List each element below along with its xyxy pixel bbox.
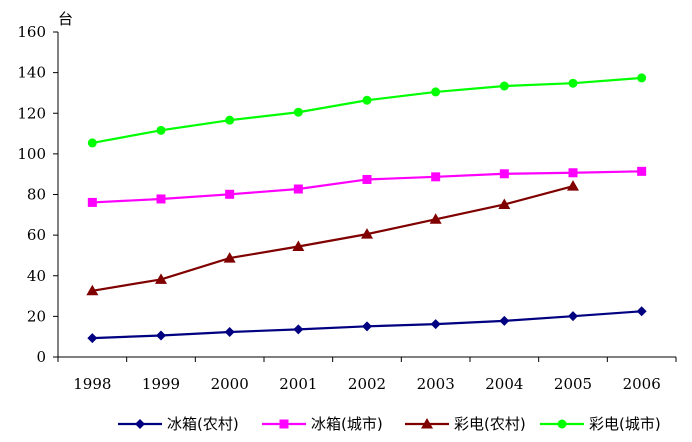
- data-point: [87, 333, 98, 344]
- data-point: [223, 252, 236, 263]
- legend-item: 冰箱(农村): [118, 415, 239, 433]
- data-point: [568, 168, 578, 178]
- data-point: [87, 138, 97, 148]
- legend-label: 冰箱(城市): [311, 415, 383, 433]
- y-tick-label: 40: [27, 267, 46, 285]
- data-point: [224, 327, 235, 338]
- x-tick-label: 2003: [417, 375, 455, 393]
- legend-marker: [557, 419, 567, 429]
- series-4: [87, 73, 647, 148]
- legend-marker: [421, 418, 433, 429]
- data-point: [362, 95, 372, 105]
- data-point: [156, 125, 166, 135]
- legend-item: 冰箱(城市): [262, 415, 383, 433]
- y-tick-label: 120: [17, 104, 46, 122]
- legend-label: 冰箱(农村): [167, 415, 239, 433]
- x-tick-label: 2004: [485, 375, 523, 393]
- data-point: [362, 174, 372, 184]
- data-point: [225, 115, 235, 125]
- legend: 冰箱(农村) 冰箱(城市) 彩电(农村) 彩电(城市): [118, 415, 661, 433]
- data-point: [637, 166, 647, 176]
- y-tick-label: 20: [27, 307, 46, 325]
- data-point: [429, 213, 442, 224]
- y-tick-label: 100: [17, 145, 46, 163]
- series-3: [86, 180, 579, 296]
- data-point: [568, 78, 578, 88]
- x-tick-label: 1999: [142, 375, 180, 393]
- legend-label: 彩电(城市): [589, 415, 661, 433]
- data-point: [637, 73, 647, 83]
- data-point: [87, 197, 97, 207]
- x-tick-label: 2002: [348, 375, 386, 393]
- x-tick-labels: 1998 1999 2000 2001 2002 2003 2004 2005 2006: [73, 375, 661, 393]
- y-tick-label: 80: [27, 186, 46, 204]
- data-point: [156, 194, 166, 204]
- axes: [53, 31, 677, 362]
- y-tick-labels: 0 20 40 60 80 100 120 140 160: [17, 23, 46, 366]
- data-point: [361, 228, 373, 239]
- y-tick-label: 140: [17, 64, 46, 82]
- data-point: [431, 87, 441, 97]
- data-point: [225, 189, 235, 199]
- data-point: [293, 107, 303, 117]
- series-line: [92, 185, 574, 292]
- x-tick-label: 2001: [279, 375, 317, 393]
- legend-marker: [135, 419, 145, 429]
- series-line: [92, 76, 642, 144]
- data-point: [568, 311, 578, 322]
- legend-item: 彩电(城市): [540, 415, 661, 433]
- data-point: [499, 315, 510, 326]
- data-point: [636, 306, 647, 317]
- legend-marker: [279, 419, 289, 429]
- y-tick-label: 160: [17, 23, 46, 41]
- data-point: [567, 180, 579, 191]
- data-point: [431, 172, 441, 182]
- data-point: [498, 198, 511, 209]
- data-point: [155, 273, 167, 284]
- x-tick-label: 2005: [554, 375, 592, 393]
- data-point: [292, 240, 305, 251]
- data-point: [362, 321, 372, 332]
- data-point: [430, 319, 441, 330]
- y-tick-label: 60: [27, 226, 46, 244]
- y-tick-label: 0: [36, 348, 46, 366]
- x-tick-label: 2006: [623, 375, 661, 393]
- y-axis-unit-label: 台: [58, 10, 73, 28]
- data-point: [293, 324, 304, 335]
- series-group: [86, 73, 647, 344]
- data-point: [499, 169, 509, 179]
- data-point: [499, 81, 509, 91]
- series-2: [87, 166, 647, 207]
- x-tick-label: 1998: [73, 375, 111, 393]
- legend-label: 彩电(农村): [454, 415, 526, 433]
- series-1: [87, 306, 647, 344]
- legend-item: 彩电(农村): [405, 415, 526, 433]
- x-tick-label: 2000: [211, 375, 249, 393]
- data-point: [293, 184, 303, 194]
- data-point: [156, 330, 166, 341]
- data-point: [86, 284, 99, 296]
